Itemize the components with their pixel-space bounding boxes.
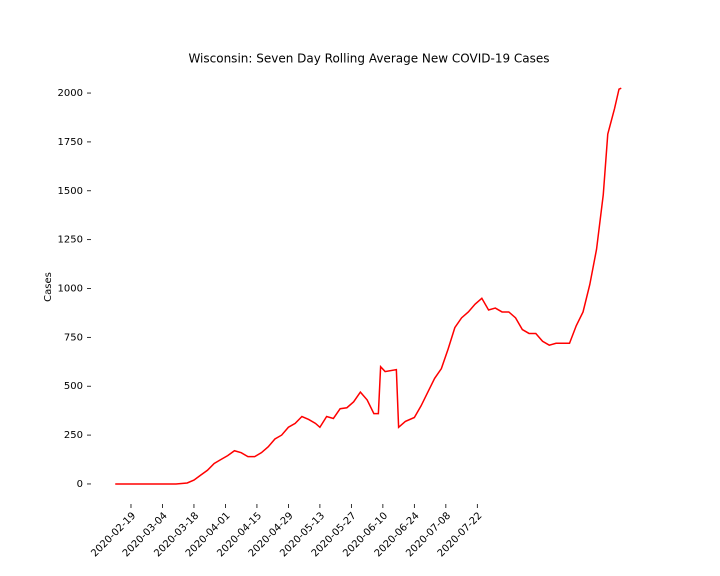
y-tick-label: 1250 bbox=[58, 235, 83, 246]
y-tick-label: 250 bbox=[64, 430, 83, 441]
y-tick-label: 1000 bbox=[58, 284, 83, 295]
data-line bbox=[115, 87, 622, 485]
y-tick-label: 500 bbox=[64, 381, 83, 392]
y-axis-label: Cases bbox=[43, 272, 54, 302]
y-tick-label: 750 bbox=[64, 332, 83, 343]
chart-title: Wisconsin: Seven Day Rolling Average New… bbox=[188, 52, 549, 66]
y-tick-label: 1500 bbox=[58, 186, 83, 197]
y-tick-label: 1750 bbox=[58, 137, 83, 148]
y-tick-label: 0 bbox=[77, 479, 83, 490]
y-tick-label: 2000 bbox=[58, 88, 83, 99]
